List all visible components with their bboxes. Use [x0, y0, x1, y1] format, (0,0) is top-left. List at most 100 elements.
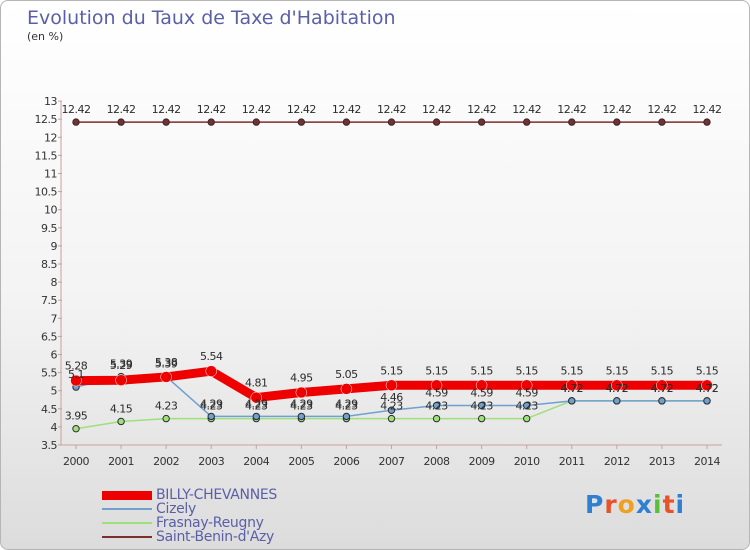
x-tick-label: 2000 — [63, 455, 89, 468]
y-tick-label: 6 — [51, 349, 58, 362]
x-tick-label: 2012 — [604, 455, 630, 468]
data-point-series-3 — [117, 118, 125, 126]
data-point-series-1 — [207, 412, 215, 421]
data-label-series-3: 12.42 — [242, 103, 271, 116]
y-tick-label: 12.5 — [35, 113, 58, 126]
data-label-series-3: 12.42 — [197, 103, 226, 116]
data-point-series-3 — [613, 118, 621, 126]
data-label-series-1: 4.29 — [200, 397, 223, 410]
y-tick-label: 8 — [51, 276, 58, 289]
x-tick-label: 2006 — [333, 455, 359, 468]
data-point-series-3 — [387, 118, 396, 126]
data-label-series-0: 5.15 — [696, 364, 719, 377]
data-point-series-3 — [207, 118, 215, 126]
data-label-series-2: 4.72 — [651, 382, 674, 395]
legend-swatch-cizely — [102, 508, 152, 510]
proxiti-logo: Proxiti — [585, 490, 685, 519]
data-point-series-1 — [432, 401, 441, 410]
data-label-series-3: 12.42 — [152, 103, 181, 116]
legend-label-frasnay-reugny: Frasnay-Reugny — [156, 515, 264, 531]
data-point-series-1 — [658, 397, 666, 405]
data-point-billy-chevannes — [566, 379, 578, 392]
data-point-billy-chevannes — [160, 371, 172, 383]
data-point-series-2 — [72, 425, 80, 433]
y-tick-label: 9.5 — [41, 222, 57, 235]
legend-item-cizely: Cizely — [102, 501, 196, 517]
data-label-series-2: 4.23 — [515, 400, 538, 413]
data-point-series-3 — [252, 118, 260, 126]
data-label-series-2: 4.23 — [380, 400, 403, 413]
x-tick-label: 2010 — [514, 455, 540, 468]
data-label-series-0: 5.28 — [65, 360, 88, 373]
data-label-series-1: 4.59 — [470, 387, 493, 400]
legend-swatch-frasnay-reugny — [102, 522, 152, 524]
logo-letter: i — [653, 490, 663, 519]
data-point-billy-chevannes — [340, 383, 353, 395]
data-point-billy-chevannes — [115, 374, 127, 386]
data-point-series-3 — [297, 118, 306, 126]
y-tick-label: 3.5 — [41, 439, 57, 452]
y-tick-label: 12 — [44, 131, 57, 144]
data-label-series-0: 5.54 — [200, 350, 223, 363]
data-point-series-3 — [523, 118, 531, 126]
data-label-series-1: 5.39 — [155, 358, 178, 371]
data-label-series-2: 4.23 — [470, 400, 493, 413]
logo-letter: r — [604, 490, 618, 519]
legend-item-saint-benin-d-azy: Saint-Benin-d'Azy — [102, 529, 275, 545]
legend-item-frasnay-reugny: Frasnay-Reugny — [102, 515, 264, 531]
data-point-series-1 — [523, 401, 531, 410]
data-point-series-2 — [477, 414, 486, 423]
data-label-series-2: 4.72 — [696, 382, 719, 395]
y-tick-label: 11.5 — [35, 149, 58, 162]
data-label-series-2: 4.23 — [200, 400, 223, 413]
logo-letter: i — [675, 490, 686, 519]
data-label-series-1: 4.59 — [515, 387, 538, 400]
legend-label-saint-benin-d-azy: Saint-Benin-d'Azy — [156, 529, 275, 545]
data-label-series-1: 4.29 — [245, 397, 268, 410]
data-label-series-1: 4.46 — [380, 391, 403, 404]
logo-letter: o — [617, 490, 636, 519]
data-label-series-2: 4.72 — [606, 382, 629, 395]
data-label-series-0: 4.81 — [245, 377, 268, 390]
data-label-series-3: 12.42 — [62, 103, 91, 116]
data-point-series-1 — [342, 412, 351, 421]
y-tick-label: 13 — [44, 95, 57, 108]
data-point-series-1 — [477, 401, 486, 410]
data-label-series-2: 3.95 — [65, 410, 88, 423]
data-label-series-2: 4.15 — [110, 402, 133, 415]
data-point-series-3 — [477, 118, 486, 126]
data-label-series-2: 4.23 — [290, 400, 313, 413]
data-point-series-3 — [342, 118, 351, 126]
x-tick-label: 2002 — [153, 455, 179, 468]
data-label-series-0: 5.15 — [515, 364, 538, 377]
data-point-series-1 — [703, 397, 711, 405]
data-point-series-3 — [658, 118, 666, 126]
data-label-series-3: 12.42 — [602, 103, 631, 116]
data-point-series-1 — [387, 406, 396, 414]
data-point-billy-chevannes — [475, 379, 488, 392]
data-label-series-3: 12.42 — [512, 103, 541, 116]
data-label-series-1: 4.72 — [696, 382, 719, 395]
x-tick-label: 2005 — [288, 455, 314, 468]
legend-swatch-billy-chevannes — [102, 490, 152, 500]
data-label-series-1: 4.72 — [606, 382, 629, 395]
data-point-series-2 — [387, 414, 396, 423]
y-tick-label: 5.5 — [41, 367, 57, 380]
data-label-series-0: 5.15 — [425, 364, 448, 377]
data-label-series-3: 12.42 — [557, 103, 586, 116]
x-tick-label: 2014 — [694, 455, 720, 468]
y-axis-unit-label: (en %) — [27, 30, 64, 43]
data-label-series-1: 4.72 — [651, 382, 674, 395]
logo-letter: t — [662, 490, 676, 519]
data-point-series-3 — [432, 118, 441, 126]
legend-swatch-saint-benin-d-azy — [102, 536, 152, 538]
x-tick-label: 2009 — [469, 455, 495, 468]
data-point-series-2 — [117, 417, 125, 426]
y-tick-label: 9 — [51, 240, 58, 253]
logo-letter: P — [585, 490, 605, 519]
chart-title: Evolution du Taux de Taxe d'Habitation — [27, 7, 396, 29]
data-label-series-3: 12.42 — [377, 103, 406, 116]
y-tick-label: 10 — [44, 204, 57, 217]
